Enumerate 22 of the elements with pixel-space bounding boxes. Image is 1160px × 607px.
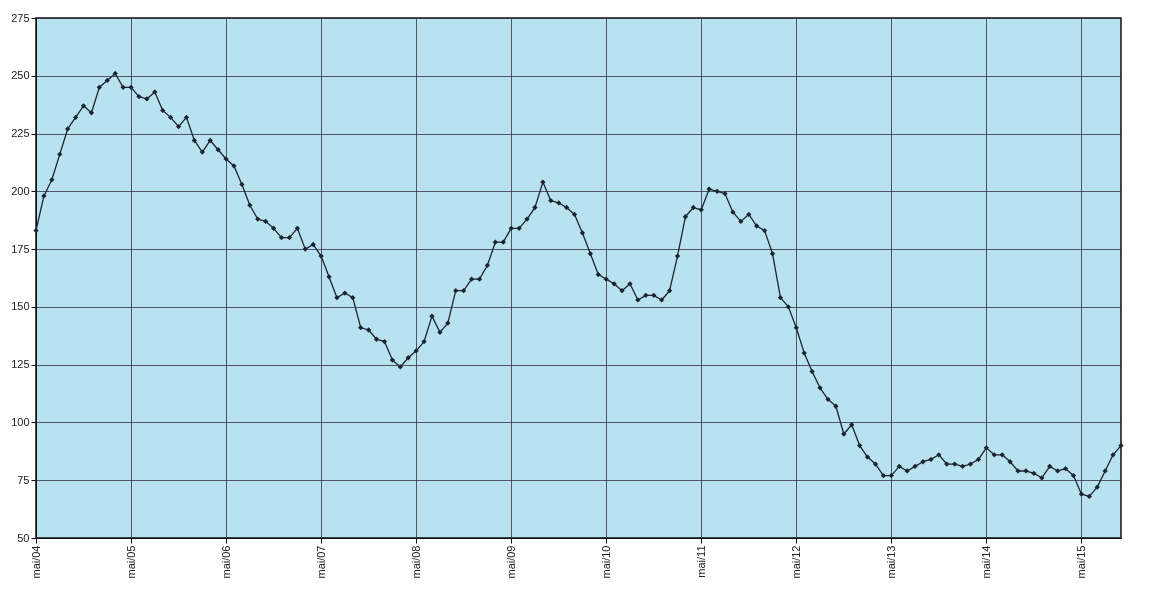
x-tick-label: mai/06: [219, 545, 232, 579]
x-tick-label: mai/07: [314, 545, 327, 579]
x-tick-label: mai/04: [29, 545, 42, 579]
y-tick-label: 250: [11, 69, 30, 82]
y-tick-label: 175: [11, 242, 30, 255]
x-tick-label: mai/12: [789, 545, 802, 579]
y-tick-label: 200: [11, 184, 30, 197]
x-tick-label: mai/14: [979, 545, 992, 579]
x-tick-label: mai/15: [1074, 545, 1087, 579]
x-tick-label: mai/13: [884, 545, 897, 579]
y-tick-label: 275: [11, 11, 30, 24]
x-tick-label: mai/05: [124, 545, 137, 579]
x-tick-label: mai/08: [409, 545, 422, 579]
y-tick-label: 100: [11, 415, 30, 428]
y-tick-label: 225: [11, 127, 30, 140]
y-tick-label: 150: [11, 300, 30, 313]
x-tick-label: mai/09: [504, 545, 517, 579]
x-tick-label: mai/11: [694, 545, 707, 578]
y-tick-label: 50: [17, 531, 30, 544]
x-tick-label: mai/10: [599, 545, 612, 579]
y-tick-label: 75: [17, 473, 30, 486]
y-tick-label: 125: [11, 358, 30, 371]
